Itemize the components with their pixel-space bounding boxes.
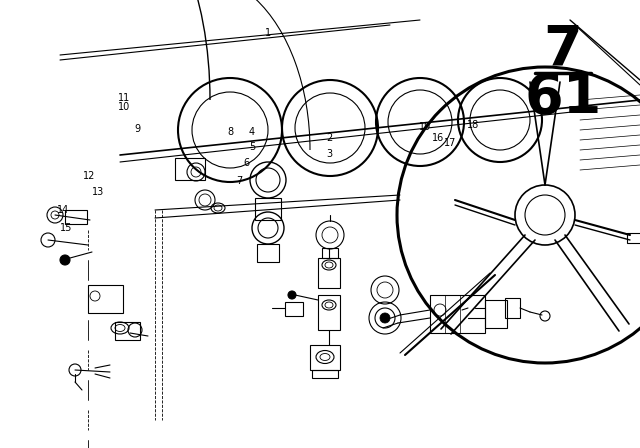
Bar: [485, 300, 507, 328]
Bar: [430, 295, 485, 333]
Bar: [310, 345, 340, 370]
Text: 9: 9: [134, 124, 140, 134]
Text: 10: 10: [118, 102, 131, 112]
Text: 7: 7: [544, 22, 582, 76]
Bar: [318, 258, 340, 288]
Text: 19: 19: [419, 122, 431, 132]
Bar: [312, 370, 338, 378]
Bar: [88, 285, 123, 313]
Text: 15: 15: [60, 223, 72, 233]
Text: 11: 11: [118, 93, 131, 103]
Text: 1: 1: [265, 28, 271, 38]
Circle shape: [60, 255, 70, 265]
Circle shape: [288, 291, 296, 299]
Text: 4: 4: [249, 127, 255, 137]
Bar: [627, 233, 640, 243]
Text: 17: 17: [444, 138, 456, 148]
Bar: [65, 210, 87, 224]
Text: 8: 8: [227, 127, 233, 137]
Text: 7: 7: [236, 176, 243, 186]
Bar: [318, 295, 340, 330]
Text: 3: 3: [326, 149, 332, 159]
Bar: [285, 302, 303, 316]
Bar: [255, 198, 281, 220]
Bar: [175, 158, 205, 180]
Bar: [322, 248, 338, 258]
Text: 14: 14: [57, 205, 69, 215]
Circle shape: [380, 313, 390, 323]
Text: 5: 5: [249, 142, 255, 152]
Text: 2: 2: [326, 133, 332, 143]
Text: 18: 18: [467, 120, 479, 130]
Bar: [257, 244, 279, 262]
Text: 6: 6: [243, 158, 249, 168]
Text: 16: 16: [432, 133, 444, 143]
Bar: [505, 298, 520, 318]
Text: 61: 61: [524, 71, 602, 125]
Bar: [115, 322, 140, 340]
Text: 13: 13: [92, 187, 104, 197]
Text: 12: 12: [83, 171, 95, 181]
